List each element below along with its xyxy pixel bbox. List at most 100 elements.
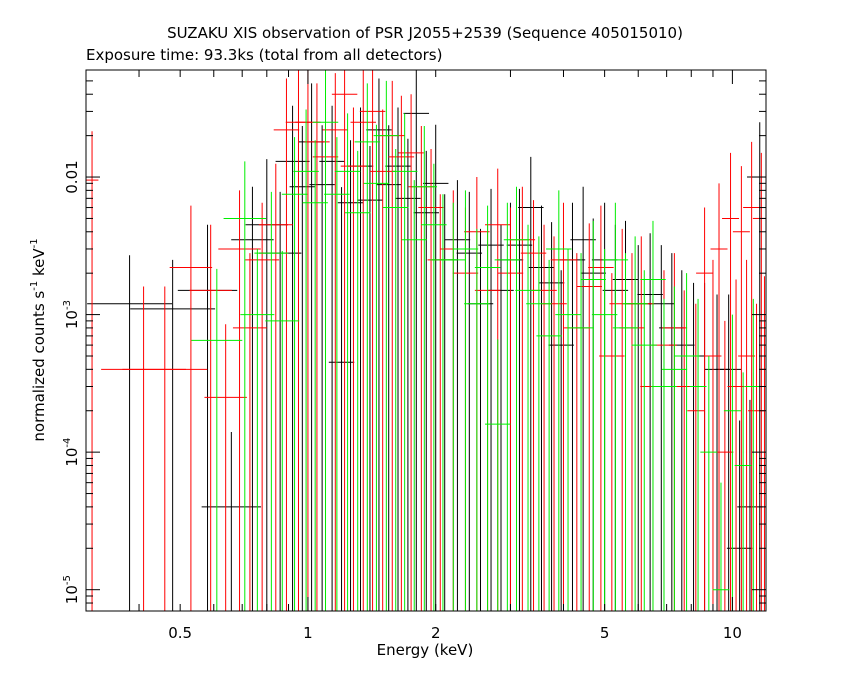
data-point — [669, 270, 695, 611]
y-tick-label: 10-4 — [62, 438, 81, 467]
data-point — [340, 107, 367, 611]
data-point — [715, 294, 742, 611]
data-point — [744, 298, 762, 611]
data-point — [324, 137, 350, 611]
data-point — [240, 248, 275, 611]
data-point — [337, 140, 364, 611]
data-point — [536, 259, 562, 611]
data-point — [538, 222, 565, 611]
data-point — [218, 190, 261, 611]
data-point — [640, 220, 666, 611]
data-point — [375, 125, 402, 611]
data-point — [359, 70, 386, 611]
y-axis: 10-5 10-4 10-3 0.01 — [62, 69, 766, 612]
data-point — [622, 236, 648, 611]
data-point — [625, 245, 651, 611]
data-point — [101, 286, 187, 611]
data-point — [548, 270, 574, 611]
data-point — [223, 161, 267, 611]
data-point — [391, 113, 418, 611]
data-point — [599, 273, 625, 611]
y-axis-label-sup2: -1 — [29, 238, 40, 248]
data-point — [265, 250, 300, 611]
data-point — [201, 432, 262, 611]
data-point — [467, 228, 494, 611]
data-point — [689, 298, 707, 611]
data-point — [331, 70, 358, 611]
data-point — [452, 190, 479, 611]
data-point — [440, 202, 467, 611]
x-tick-label: 2 — [431, 624, 441, 642]
data-point — [726, 420, 753, 611]
data-point — [328, 187, 355, 611]
data-point — [275, 105, 310, 611]
data-point — [485, 339, 511, 611]
data-point — [738, 259, 756, 611]
data-point — [722, 152, 740, 611]
data-point — [369, 109, 396, 611]
data-point — [515, 224, 541, 611]
data-point — [494, 202, 521, 611]
x-tick-label: 1 — [303, 624, 313, 642]
data-point — [555, 248, 581, 611]
data-point — [696, 207, 714, 611]
data-point — [411, 125, 438, 611]
x-tick-label: 10 — [723, 624, 742, 642]
data-point — [302, 140, 328, 611]
data-point — [687, 303, 705, 611]
data-point — [322, 73, 349, 611]
data-point — [273, 78, 300, 611]
data-point — [456, 191, 483, 611]
data-point — [245, 202, 280, 611]
data-point — [388, 95, 415, 611]
data-point — [130, 259, 216, 611]
data-point — [289, 125, 316, 611]
data-point — [401, 180, 427, 611]
data-point — [354, 83, 381, 611]
data-point — [546, 190, 572, 611]
data-point — [357, 146, 383, 611]
y-axis-label-sup1: -1 — [29, 281, 40, 291]
data-point — [169, 205, 213, 611]
data-point — [285, 70, 312, 611]
y-tick-label: 10-3 — [62, 300, 81, 329]
x-tick-label: 0.5 — [168, 624, 192, 642]
data-point — [591, 248, 618, 611]
data-point — [366, 78, 392, 611]
chart-title: SUZAKU XIS observation of PSR J2055+2539… — [167, 24, 683, 42]
data-point — [478, 188, 504, 611]
x-tick-label: 5 — [600, 624, 610, 642]
data-point — [570, 186, 596, 611]
y-tick-label: 10-5 — [62, 575, 81, 604]
y-axis-label-base: normalized counts s — [30, 291, 48, 442]
data-point — [704, 294, 730, 611]
data-point — [191, 268, 243, 611]
data-point — [334, 113, 361, 611]
data-point — [609, 228, 635, 611]
data-point — [464, 228, 490, 611]
data-point — [363, 124, 390, 611]
series-layer — [86, 70, 766, 611]
chart-subtitle: Exposure time: 93.3ks (total from all de… — [86, 46, 442, 64]
data-point — [418, 148, 444, 611]
data-point — [743, 141, 761, 611]
data-point — [673, 273, 700, 611]
y-axis-label-mid: keV — [30, 248, 48, 281]
data-point — [488, 224, 514, 611]
data-point — [189, 224, 232, 611]
data-point — [568, 253, 594, 611]
data-point — [444, 180, 471, 611]
data-point — [312, 70, 339, 611]
data-point — [86, 131, 99, 611]
data-point — [710, 183, 728, 611]
data-point — [526, 236, 552, 611]
data-point — [403, 70, 430, 611]
data-point — [541, 236, 567, 611]
data-point — [550, 202, 577, 611]
data-point — [398, 94, 424, 611]
data-point — [734, 372, 752, 611]
data-point — [602, 202, 629, 611]
data-point — [700, 355, 718, 611]
x-axis-label: Energy (keV) — [377, 641, 474, 659]
